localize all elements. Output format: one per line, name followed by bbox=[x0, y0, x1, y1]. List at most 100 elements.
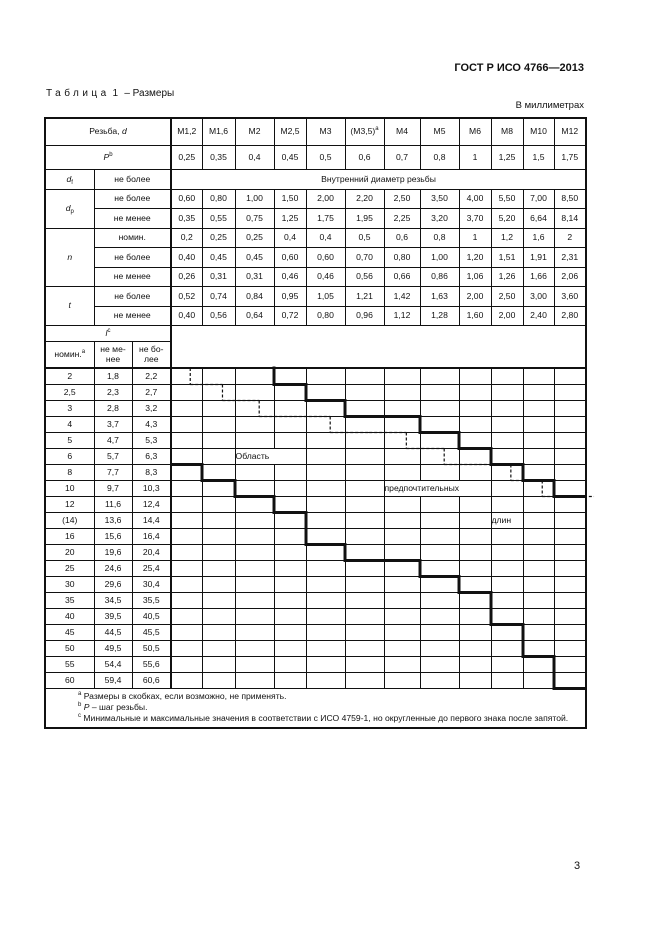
length-cell bbox=[234, 384, 275, 401]
n-limit-label-text: не менее bbox=[113, 271, 151, 282]
n-value-text: 2,31 bbox=[561, 251, 579, 262]
t-value-text: 3,00 bbox=[530, 290, 547, 301]
length-cell bbox=[553, 560, 587, 577]
dp-value-text: 3,20 bbox=[431, 212, 448, 223]
length-cell bbox=[383, 544, 421, 561]
thread-size-text: M1,2 bbox=[177, 126, 197, 137]
length-cell bbox=[553, 576, 587, 593]
length-cell bbox=[234, 464, 275, 481]
n-value-text: 0,46 bbox=[317, 271, 334, 282]
length-cell bbox=[170, 464, 203, 481]
dp-value-text: 2,50 bbox=[393, 193, 411, 204]
length-nominal: 16 bbox=[44, 528, 95, 545]
n-value-text: 0,60 bbox=[317, 251, 334, 262]
n-value-text: 1,6 bbox=[532, 232, 545, 243]
units-note: В миллиметрах bbox=[515, 100, 584, 111]
length-cell bbox=[170, 400, 203, 417]
length-cell bbox=[458, 416, 492, 433]
length-cell bbox=[383, 464, 421, 481]
dp-limit-label-text: не менее bbox=[113, 212, 151, 223]
length-cell bbox=[344, 416, 385, 433]
pitch-value: 1,75 bbox=[553, 145, 587, 170]
length-nominal-text: 35 bbox=[64, 594, 75, 605]
length-min: 19,6 bbox=[93, 544, 133, 561]
length-row: 3 2,8 3,2 bbox=[44, 400, 587, 417]
length-cell bbox=[234, 496, 275, 513]
length-cell bbox=[273, 528, 307, 545]
n-value: 1,20 bbox=[458, 247, 492, 268]
length-cell bbox=[383, 656, 421, 673]
length-cell bbox=[490, 624, 524, 641]
length-cell bbox=[344, 560, 385, 577]
length-symbol: lc bbox=[44, 325, 172, 342]
n-value: 0,60 bbox=[273, 247, 307, 268]
length-min: 15,6 bbox=[93, 528, 133, 545]
length-nominal-text: 25 bbox=[64, 562, 75, 573]
length-min-text: 13,6 bbox=[104, 514, 122, 525]
n-value-text: 1,06 bbox=[466, 271, 484, 282]
n-row: не менее 0,26 0,31 0,31 0,46 0,46 0,56 0,66 0,86… bbox=[45, 266, 587, 287]
length-nominal-text: 55 bbox=[64, 658, 75, 669]
pitch-label-text: P bbox=[103, 151, 110, 162]
pitch-value: 0,4 bbox=[234, 145, 275, 170]
dp-value-text: 2,20 bbox=[356, 193, 373, 204]
t-value-text: 0,40 bbox=[178, 310, 196, 321]
length-cell bbox=[273, 640, 307, 657]
length-cell bbox=[419, 528, 460, 545]
length-cell bbox=[170, 608, 203, 625]
t-value-text: 2,40 bbox=[530, 310, 547, 321]
length-nominal: 5 bbox=[44, 432, 95, 449]
length-cell bbox=[522, 384, 555, 401]
length-min-text: 19,6 bbox=[104, 546, 122, 557]
length-min-text: 9,7 bbox=[107, 482, 119, 493]
length-nominal-text: (14) bbox=[62, 514, 78, 525]
length-row: 50 49,5 50,5 bbox=[44, 640, 587, 657]
length-cell bbox=[305, 544, 346, 561]
region-label-text: длин bbox=[491, 514, 512, 525]
length-cell bbox=[490, 640, 524, 657]
length-cell bbox=[419, 512, 460, 529]
t-value: 1,12 bbox=[383, 305, 421, 326]
t-value-text: 0,74 bbox=[210, 290, 227, 301]
pitch-value-text: 1,25 bbox=[498, 151, 516, 162]
footnote-text: Минимальные и максимальные значения в со… bbox=[83, 713, 569, 724]
length-max-text: 2,7 bbox=[145, 386, 158, 397]
length-row: 60 59,4 60,6 bbox=[44, 672, 587, 689]
length-cell bbox=[305, 608, 346, 625]
thread-size: M5 bbox=[419, 117, 460, 146]
length-cell bbox=[234, 608, 275, 625]
length-nominal-header: номин.a bbox=[44, 341, 95, 369]
n-value: 0,45 bbox=[201, 247, 236, 268]
length-cell bbox=[170, 448, 203, 465]
length-cell bbox=[490, 384, 524, 401]
n-value-text: 0,40 bbox=[178, 251, 196, 262]
length-nominal: 3 bbox=[44, 400, 95, 417]
t-value: 2,00 bbox=[458, 286, 492, 307]
thread-size-text: M3 bbox=[319, 126, 332, 137]
n-value-text: 1,26 bbox=[498, 271, 516, 282]
n-limit-label-text: не более bbox=[114, 251, 151, 262]
length-cell bbox=[383, 576, 421, 593]
t-value: 2,00 bbox=[490, 305, 524, 326]
n-value-text: 0,66 bbox=[393, 271, 411, 282]
thread-size: M2,5 bbox=[273, 117, 307, 146]
length-min-text: 15,6 bbox=[104, 530, 122, 541]
length-cell bbox=[419, 624, 460, 641]
dp-value-text: 7,00 bbox=[530, 193, 547, 204]
thread-size: M1,2 bbox=[170, 117, 203, 146]
length-cell bbox=[553, 400, 587, 417]
length-min: 4,7 bbox=[93, 432, 133, 449]
pitch-value: 0,45 bbox=[273, 145, 307, 170]
length-cell bbox=[419, 464, 460, 481]
dp-value: 0,55 bbox=[201, 208, 236, 229]
length-cell bbox=[201, 384, 236, 401]
length-cell bbox=[522, 416, 555, 433]
pitch-value-text: 0,6 bbox=[358, 151, 371, 162]
t-value: 0,80 bbox=[305, 305, 346, 326]
dp-value-text: 1,50 bbox=[281, 193, 299, 204]
dp-value: 2,20 bbox=[344, 188, 385, 209]
t-value-text: 2,00 bbox=[498, 310, 516, 321]
length-cell bbox=[383, 400, 421, 417]
length-min-text: 1,8 bbox=[107, 370, 119, 381]
length-max-text: 60,6 bbox=[142, 674, 160, 685]
